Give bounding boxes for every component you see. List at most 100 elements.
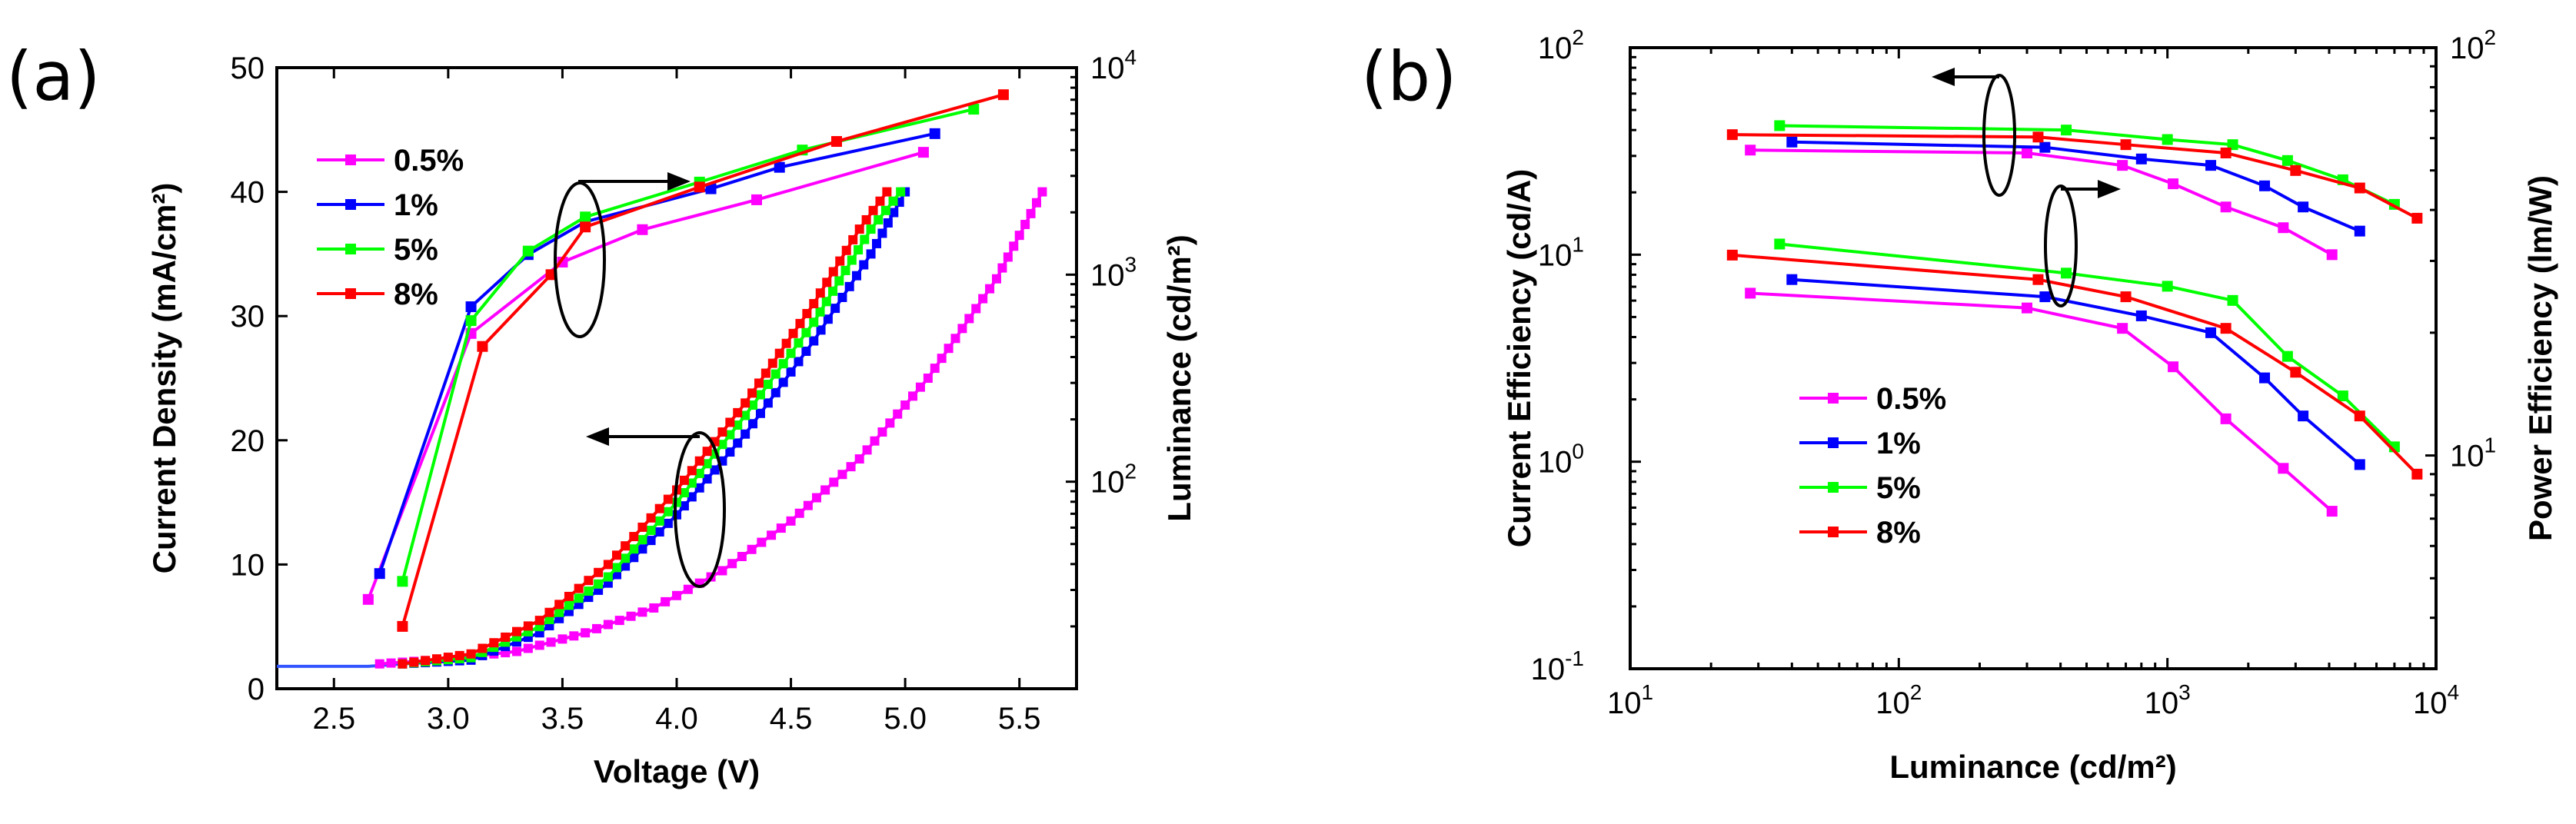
data-point [854, 224, 864, 234]
data-point [1745, 287, 1756, 299]
data-point [944, 344, 954, 354]
data-point [679, 475, 689, 485]
data-point [978, 294, 988, 304]
data-point [888, 196, 898, 206]
series-line-8% CE [1732, 133, 2418, 220]
data-point [2278, 222, 2289, 234]
data-point [466, 649, 476, 659]
data-point [629, 532, 639, 542]
data-point [774, 161, 785, 173]
data-point [614, 616, 624, 626]
series-a [277, 89, 1047, 669]
data-point [705, 183, 717, 194]
data-point [478, 643, 488, 653]
data-point [896, 187, 906, 197]
data-point [2135, 310, 2147, 321]
data-point [397, 576, 408, 587]
data-point [603, 620, 613, 630]
legend-b: 0.5% 1% 5% 8% [1799, 382, 1946, 550]
data-point [1726, 129, 1738, 141]
data-point [1003, 252, 1013, 262]
y-tick-label-right-b: 102 [2450, 25, 2496, 65]
series-line-0.5% [379, 191, 1044, 666]
data-point [649, 603, 659, 613]
data-point [874, 214, 884, 224]
data-point [398, 659, 408, 669]
data-point [2117, 323, 2128, 334]
x-tick-label-a: 4.0 [655, 702, 698, 736]
data-point [694, 468, 704, 478]
data-point [592, 623, 601, 633]
series-line-8% [402, 191, 888, 666]
x-tick-label-a: 5.5 [998, 702, 1041, 736]
data-point [866, 249, 876, 259]
data-point [2354, 225, 2365, 237]
data-point [880, 205, 890, 215]
data-point [840, 265, 850, 275]
data-point [733, 420, 743, 430]
data-point [2227, 294, 2238, 306]
data-point [725, 417, 735, 427]
x-tick-label-a: 5.0 [884, 702, 927, 736]
data-point [2135, 153, 2147, 164]
data-point [2032, 131, 2044, 143]
data-point [687, 466, 697, 476]
data-point [837, 470, 847, 480]
data-point [2411, 212, 2423, 224]
data-point [770, 369, 780, 379]
y-tick-label-left-a: 50 [231, 52, 265, 85]
data-point [2162, 281, 2173, 292]
data-point [409, 657, 419, 667]
data-point [835, 256, 845, 266]
data-point [794, 338, 804, 348]
data-point [1020, 220, 1030, 230]
data-point [815, 288, 825, 298]
panel-a: (a) 2.5 3.0 3.5 4.0 4.5 5.0 5.5 0 10 20 30 40 50 102 1… [6, 37, 1197, 789]
data-point [374, 659, 384, 669]
data-point [929, 128, 940, 139]
data-point [386, 658, 396, 668]
data-point [725, 430, 735, 440]
data-point [776, 523, 786, 533]
data-point [672, 590, 681, 600]
data-point [2278, 463, 2289, 474]
panel-label-a: (a) [6, 37, 101, 116]
data-point [816, 325, 826, 335]
data-point [2032, 274, 2044, 285]
data-point [847, 255, 857, 265]
data-point [786, 348, 796, 358]
data-point [957, 324, 967, 334]
data-point [794, 508, 804, 518]
series-line-5% CE [1779, 124, 2395, 206]
data-point [2022, 302, 2033, 314]
data-point [637, 535, 647, 545]
data-point [885, 418, 895, 428]
y-axis-label-left-b: Current Efficiency (cd/A) [1501, 169, 1537, 547]
data-point [997, 89, 1009, 101]
data-point [930, 364, 940, 374]
data-point [733, 407, 743, 417]
data-point [397, 620, 408, 632]
data-point [870, 436, 880, 446]
data-point [2120, 291, 2132, 303]
data-point [489, 638, 499, 648]
data-point [574, 583, 584, 593]
data-point [748, 419, 758, 429]
data-point [795, 318, 805, 328]
data-point [786, 516, 796, 526]
series-line-8% [401, 93, 1004, 627]
data-point [580, 221, 591, 233]
data-point [868, 205, 878, 215]
data-point [741, 410, 751, 420]
legend-label: 0.5% [1876, 382, 1946, 416]
data-point [626, 611, 636, 621]
data-point [637, 544, 647, 554]
x-axis-label-a: Voltage (V) [594, 753, 760, 789]
data-point [654, 516, 664, 526]
data-point [2061, 267, 2072, 279]
data-point [694, 483, 704, 493]
x-tick-label-b: 104 [2413, 680, 2459, 720]
y-tick-label-right-a: 102 [1090, 460, 1137, 500]
data-point [861, 214, 871, 224]
data-point [923, 374, 933, 383]
